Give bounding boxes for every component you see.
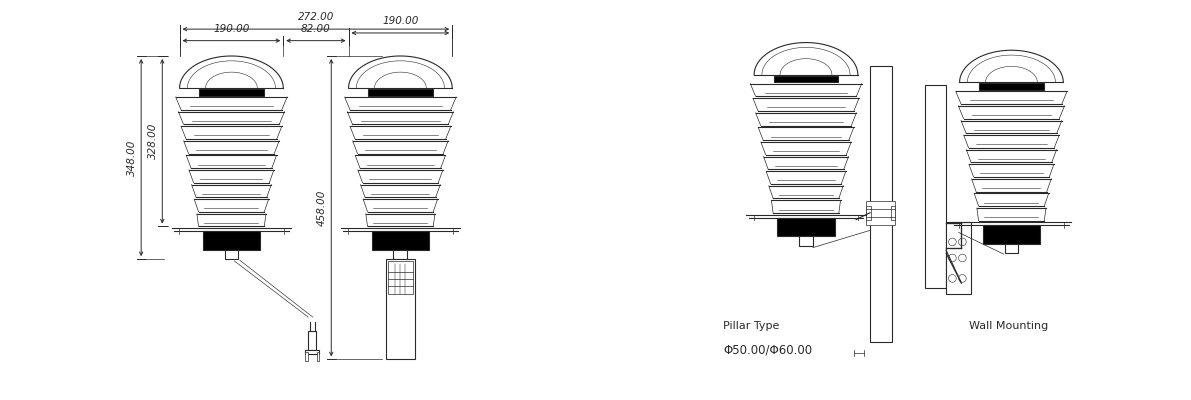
Bar: [799, 236, 813, 246]
Text: 272.00: 272.00: [298, 12, 335, 22]
Bar: [871, 66, 892, 342]
Circle shape: [959, 274, 966, 282]
Text: Φ50.00/Φ60.00: Φ50.00/Φ60.00: [723, 344, 812, 357]
Bar: [202, 231, 260, 250]
Circle shape: [959, 238, 966, 246]
Bar: [979, 83, 1043, 90]
Text: 190.00: 190.00: [382, 16, 418, 26]
Bar: [866, 201, 896, 225]
Bar: [368, 89, 432, 96]
Bar: [307, 330, 317, 350]
Text: 348.00: 348.00: [126, 139, 137, 176]
Bar: [393, 250, 407, 259]
Bar: [317, 352, 319, 361]
Bar: [1004, 244, 1018, 253]
Text: 328.00: 328.00: [148, 123, 157, 160]
Bar: [866, 206, 871, 220]
Text: 458.00: 458.00: [317, 190, 326, 226]
Bar: [983, 225, 1040, 244]
Bar: [305, 352, 307, 361]
Bar: [224, 250, 238, 259]
Bar: [925, 85, 946, 288]
Bar: [778, 218, 835, 236]
Text: 190.00: 190.00: [213, 24, 250, 34]
Circle shape: [959, 254, 966, 262]
Bar: [946, 222, 971, 294]
Bar: [891, 206, 896, 220]
Circle shape: [948, 254, 956, 262]
Bar: [305, 350, 319, 354]
Text: 82.00: 82.00: [301, 24, 331, 34]
Circle shape: [948, 238, 956, 246]
Bar: [388, 261, 413, 294]
Circle shape: [948, 274, 956, 282]
Bar: [199, 89, 263, 96]
Text: Pillar Type: Pillar Type: [723, 321, 780, 331]
Text: Wall Mounting: Wall Mounting: [968, 321, 1048, 331]
Bar: [372, 231, 429, 250]
Bar: [774, 76, 838, 82]
Bar: [386, 259, 414, 359]
